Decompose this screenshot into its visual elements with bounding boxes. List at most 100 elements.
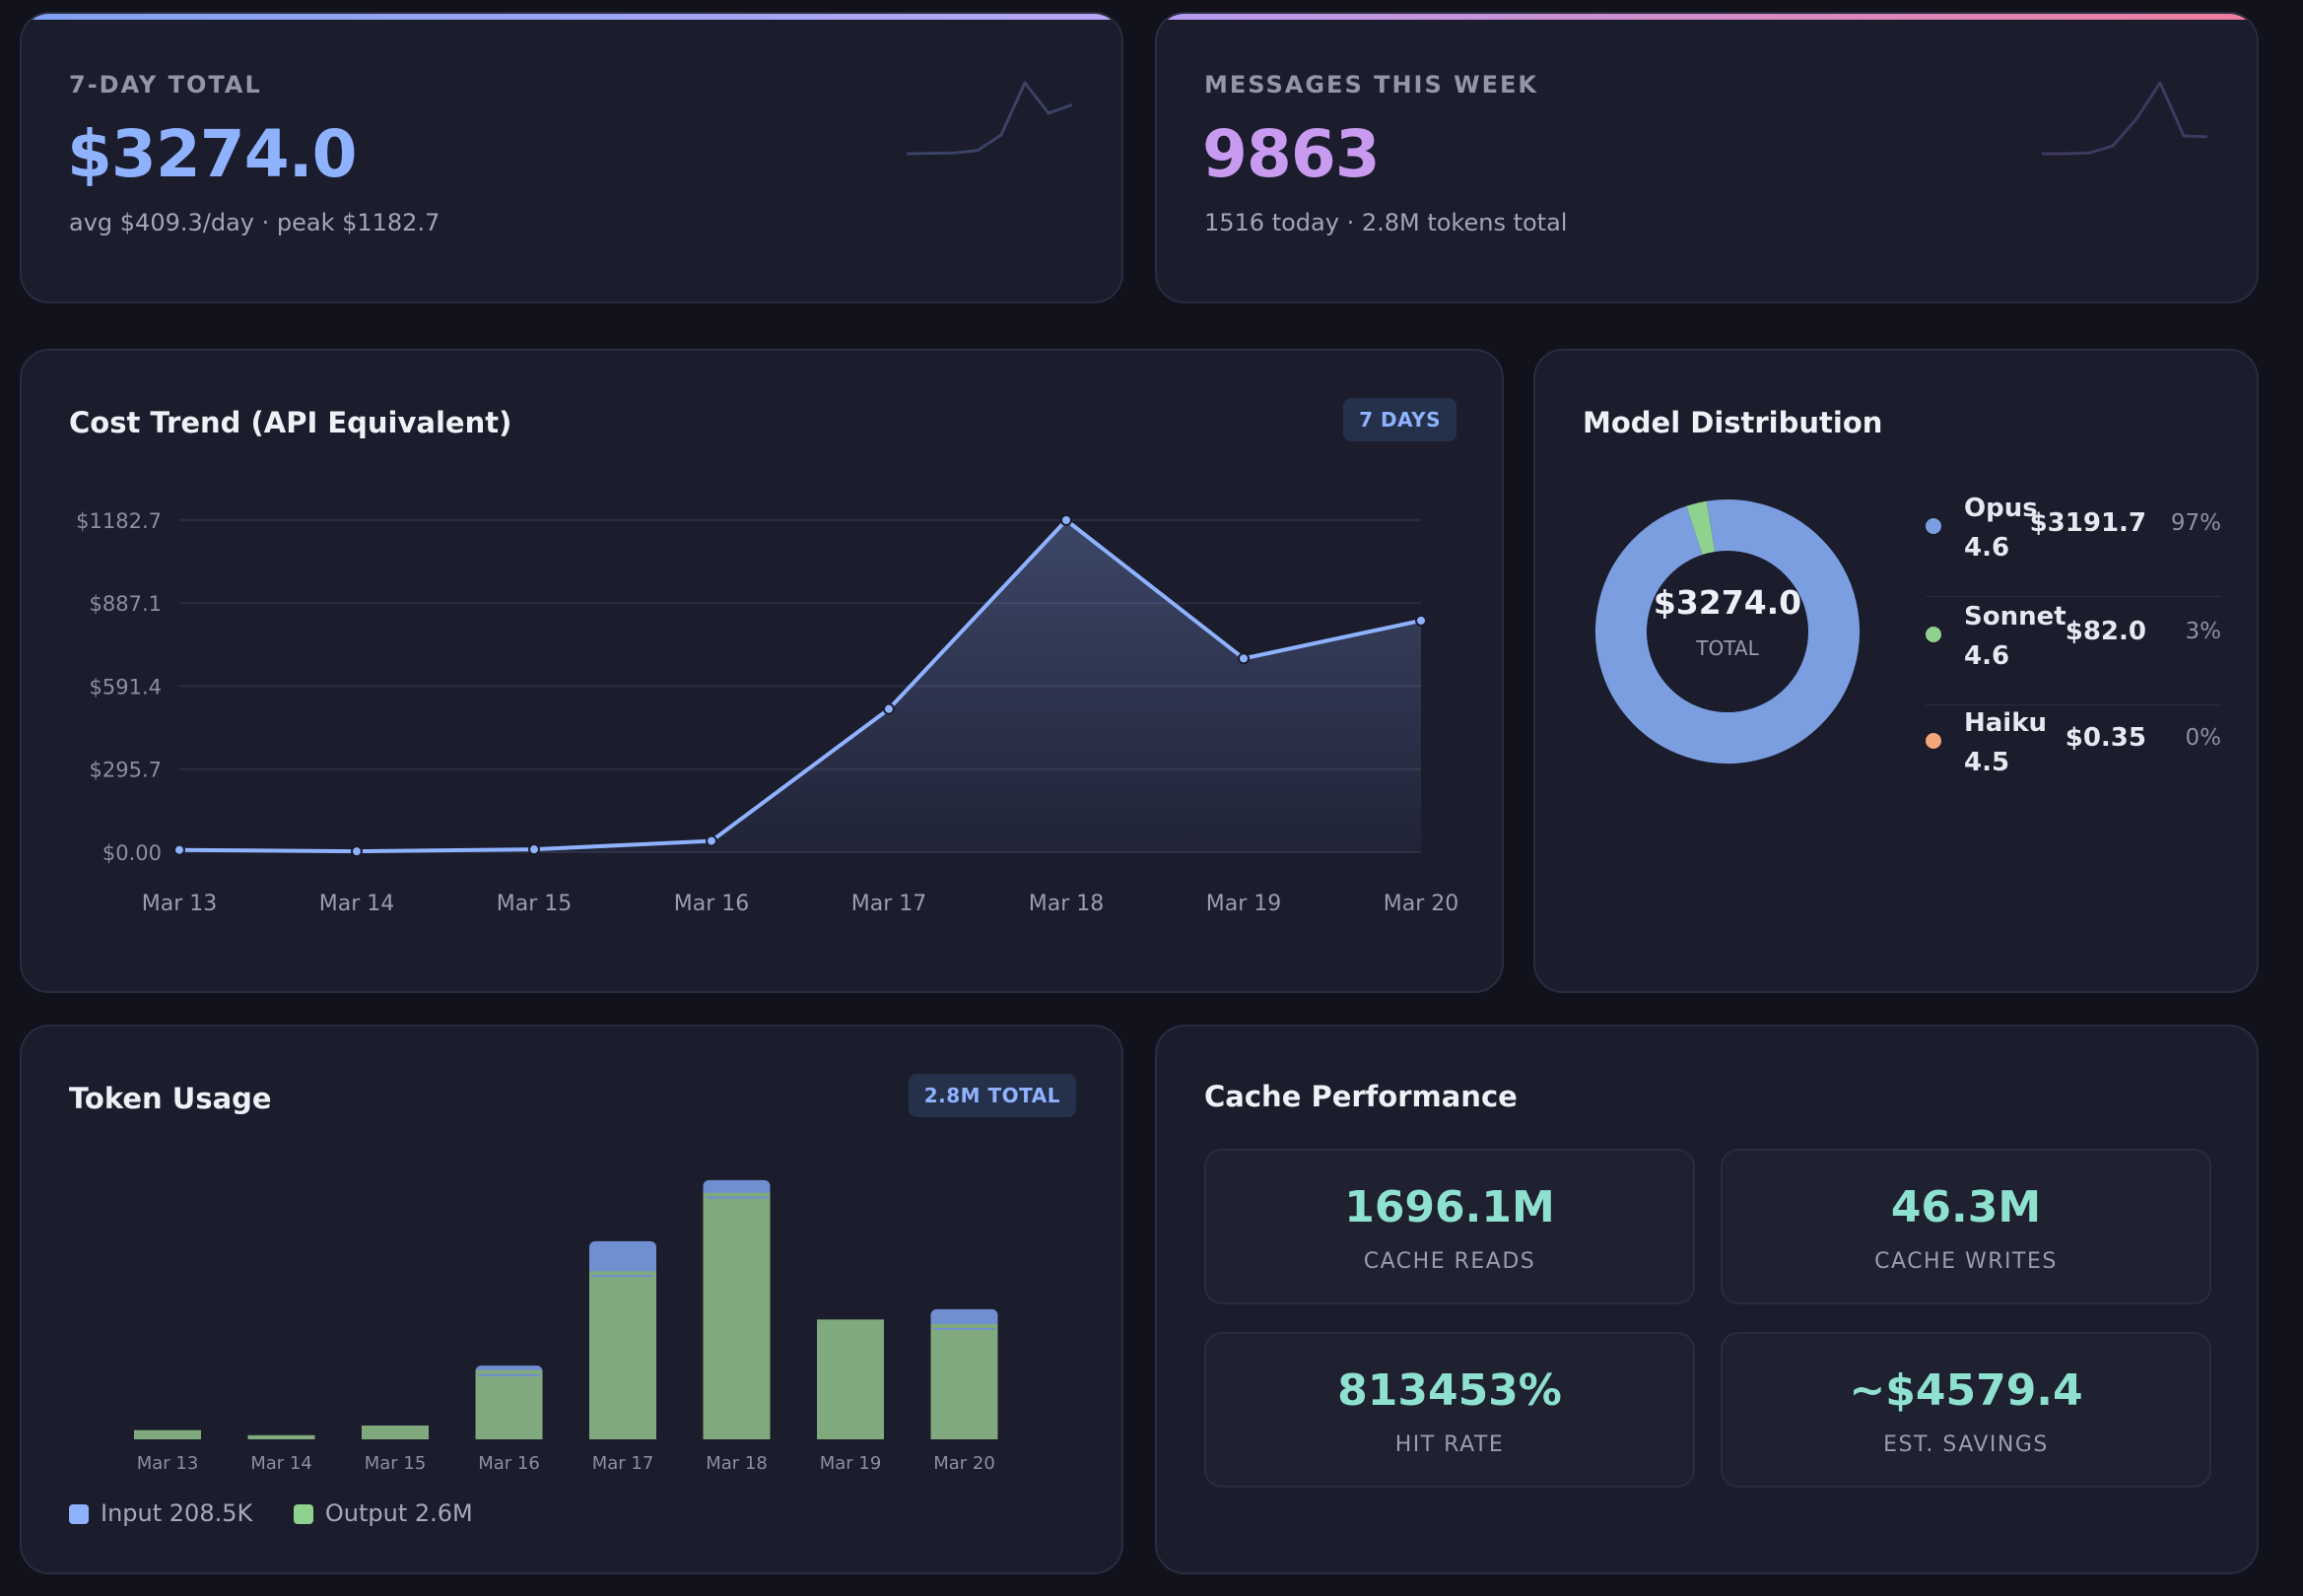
token-usage-chart: Mar 13 Mar 14 Mar 15 Mar 16 Mar 17 Mar 18 Mar …	[134, 1179, 998, 1474]
x-tick-label: Mar 15	[497, 892, 573, 916]
y-tick-label: $1182.7	[76, 509, 162, 533]
legend-swatch	[293, 1504, 313, 1524]
data-point[interactable]	[883, 702, 895, 715]
x-tick-label: Mar 18	[1029, 892, 1105, 916]
data-point[interactable]	[351, 845, 363, 858]
legend-model-name: Haiku 4.5	[1964, 708, 2048, 777]
bar-output[interactable]	[362, 1425, 429, 1439]
legend-model-cost: $0.35	[2065, 723, 2146, 753]
stat-card-total: 7-DAY TOTAL $3274.0 avg $409.3/day · pea…	[20, 12, 1123, 303]
model-legend-item[interactable]: Haiku 4.5 $0.35 0%	[1926, 703, 2221, 812]
donut-center-value: $3274.0	[1653, 583, 1802, 622]
stat-card-messages: MESSAGES THIS WEEK 9863 1516 today · 2.8…	[1155, 12, 2259, 303]
stat-label: MESSAGES THIS WEEK	[1204, 71, 1538, 99]
data-point[interactable]	[706, 834, 717, 847]
bar-input[interactable]	[589, 1240, 656, 1278]
token-usage-card: Token Usage 2.8M TOTAL Mar 13 Mar 14 Mar 1…	[20, 1025, 1123, 1574]
cache-reads-box: 1696.1M CACHE READS	[1204, 1149, 1695, 1304]
model-legend-item[interactable]: Opus 4.6 $3191.7 97%	[1926, 489, 2221, 597]
sparkline-path	[2042, 81, 2208, 156]
bar-seam	[475, 1369, 543, 1374]
donut-center-label: TOTAL	[1696, 636, 1759, 660]
cache-reads-value: 1696.1M	[1344, 1182, 1555, 1232]
legend-dot	[1926, 518, 1941, 534]
bar-output[interactable]	[134, 1430, 201, 1439]
y-tick-label: $0.00	[102, 841, 162, 865]
sparkline-path	[906, 81, 1073, 156]
cache-writes-value: 46.3M	[1890, 1182, 2042, 1232]
y-tick-label: $295.7	[90, 759, 162, 782]
cache-performance-card: Cache Performance 1696.1M CACHE READS 46…	[1155, 1025, 2259, 1574]
x-tick-label: Mar 15	[365, 1453, 427, 1474]
legend-dot	[1926, 627, 1941, 642]
stat-label: 7-DAY TOTAL	[69, 71, 262, 99]
y-tick-label: $591.4	[90, 675, 162, 698]
x-tick-label: Mar 20	[1384, 892, 1459, 916]
y-tick-label: $887.1	[90, 592, 162, 616]
data-point[interactable]	[1238, 652, 1250, 665]
total-badge[interactable]: 2.8M TOTAL	[908, 1074, 1076, 1117]
series-line	[178, 518, 1422, 854]
legend-model-pct: 97%	[2170, 510, 2221, 536]
legend-model-cost: $82.0	[2065, 617, 2146, 646]
savings-value: ~$4579.4	[1849, 1365, 2083, 1416]
x-tick-label: Mar 20	[933, 1453, 995, 1474]
x-tick-label: Mar 19	[820, 1453, 882, 1474]
hit-rate-box: 813453% HIT RATE	[1204, 1332, 1695, 1488]
bar-output[interactable]	[589, 1271, 656, 1439]
data-point[interactable]	[528, 843, 540, 856]
x-tick-label: Mar 16	[674, 892, 750, 916]
stat-subtext: avg $409.3/day · peak $1182.7	[69, 209, 440, 236]
donut-slice[interactable]	[1595, 499, 1860, 764]
x-tick-label: Mar 18	[706, 1453, 768, 1474]
stat-value: 9863	[1202, 116, 1381, 192]
data-point[interactable]	[1415, 614, 1427, 627]
card-title: Cache Performance	[1204, 1080, 1518, 1113]
hit-rate-value: 813453%	[1337, 1365, 1562, 1416]
bar-seam	[703, 1192, 771, 1197]
card-accent-bar	[1157, 14, 2257, 20]
x-tick-label: Mar 17	[592, 1453, 654, 1474]
bar-output[interactable]	[703, 1192, 771, 1439]
bar-output[interactable]	[247, 1434, 315, 1439]
card-title: Model Distribution	[1583, 406, 1883, 439]
card-title: Token Usage	[69, 1082, 272, 1115]
data-point[interactable]	[1060, 514, 1072, 526]
donut-slice[interactable]	[1686, 500, 1716, 556]
cache-writes-box: 46.3M CACHE WRITES	[1721, 1149, 2211, 1304]
sparkline	[906, 81, 1073, 156]
bar-output[interactable]	[817, 1319, 884, 1439]
stat-subtext: 1516 today · 2.8M tokens total	[1204, 209, 1568, 236]
x-tick-label: Mar 17	[851, 892, 927, 916]
token-legend: Input 208.5K Output 2.6M	[69, 1499, 507, 1527]
bar-seam	[589, 1271, 656, 1276]
cost-trend-card: Cost Trend (API Equivalent) 7 DAYS $0.00…	[20, 349, 1504, 993]
cache-reads-label: CACHE READS	[1363, 1249, 1536, 1274]
x-tick-label: Mar 13	[137, 1453, 199, 1474]
x-tick-label: Mar 13	[142, 892, 218, 916]
model-distribution-card: Model Distribution $3274.0 TOTAL Opus 4.…	[1533, 349, 2259, 993]
stat-value: $3274.0	[67, 116, 358, 192]
legend-model-pct: 3%	[2185, 619, 2222, 644]
legend-input-label: Input 208.5K	[101, 1499, 253, 1527]
legend-output-label: Output 2.6M	[324, 1499, 473, 1527]
model-legend-item[interactable]: Sonnet 4.6 $82.0 3%	[1926, 597, 2221, 705]
x-tick-label: Mar 16	[478, 1453, 540, 1474]
cost-trend-chart: $0.00 $295.7 $591.4 $887.1 $1182.7 Mar 13 Mar …	[76, 509, 1459, 916]
model-donut-chart	[1595, 499, 1860, 764]
hit-rate-label: HIT RATE	[1394, 1432, 1505, 1457]
bar-output[interactable]	[930, 1324, 998, 1439]
divider	[1926, 596, 2221, 597]
bar-output[interactable]	[475, 1369, 543, 1439]
card-accent-bar	[22, 14, 1121, 20]
legend-input: Input 208.5K	[69, 1499, 252, 1527]
range-badge[interactable]: 7 DAYS	[1343, 398, 1456, 441]
legend-swatch	[69, 1504, 89, 1524]
card-title: Cost Trend (API Equivalent)	[69, 406, 512, 439]
legend-model-cost: $3191.7	[2029, 508, 2146, 538]
legend-model-name: Sonnet 4.6	[1964, 602, 2066, 671]
savings-label: EST. SAVINGS	[1883, 1432, 2049, 1457]
data-point[interactable]	[173, 843, 185, 856]
x-tick-label: Mar 14	[250, 1453, 312, 1474]
x-tick-label: Mar 19	[1206, 892, 1282, 916]
